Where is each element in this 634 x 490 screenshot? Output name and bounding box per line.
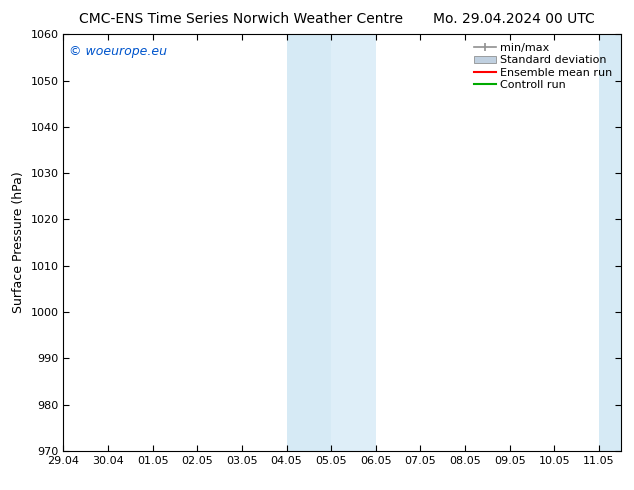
Bar: [287, 34, 331, 451]
Text: CMC-ENS Time Series Norwich Weather Centre: CMC-ENS Time Series Norwich Weather Cent…: [79, 12, 403, 26]
Text: © woeurope.eu: © woeurope.eu: [69, 45, 167, 58]
Text: Mo. 29.04.2024 00 UTC: Mo. 29.04.2024 00 UTC: [432, 12, 595, 26]
Y-axis label: Surface Pressure (hPa): Surface Pressure (hPa): [12, 172, 25, 314]
Legend: min/max, Standard deviation, Ensemble mean run, Controll run: min/max, Standard deviation, Ensemble me…: [470, 40, 616, 93]
Bar: [331, 34, 376, 451]
Bar: [599, 34, 621, 451]
